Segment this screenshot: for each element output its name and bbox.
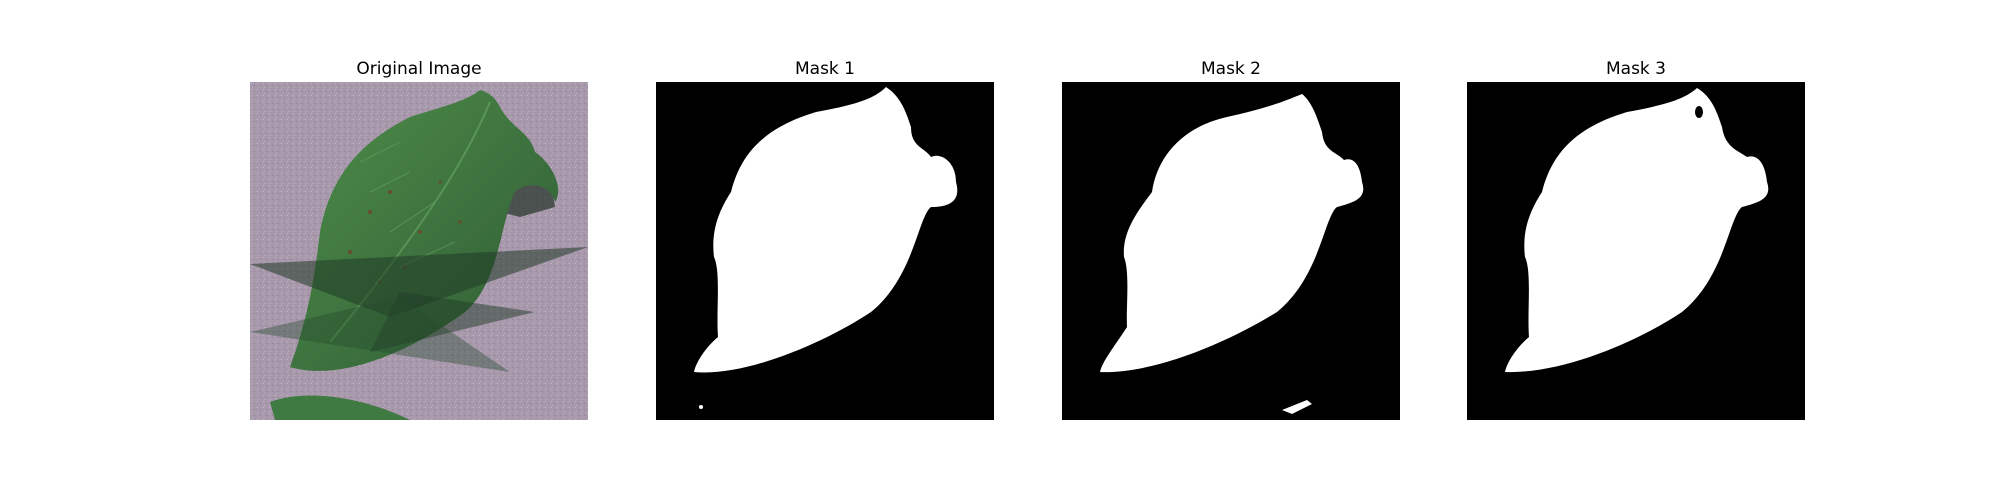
- panel-original-image: Original Image: [250, 58, 588, 420]
- mask-region: [1100, 94, 1364, 373]
- panel-mask-3: Mask 3: [1467, 58, 1805, 420]
- panel-mask-2: Mask 2: [1062, 58, 1400, 420]
- mask-3-image: [1467, 82, 1805, 420]
- mask-2-image: [1062, 82, 1400, 420]
- panel-mask-1: Mask 1: [656, 58, 994, 420]
- panel-title: Mask 1: [794, 59, 855, 79]
- mask-1-image: [656, 82, 994, 420]
- mask-region: [694, 87, 958, 373]
- mask-region: [1505, 88, 1769, 373]
- panel-title: Original Image: [356, 59, 482, 79]
- panel-title: Mask 3: [1605, 59, 1666, 79]
- panel-title: Mask 2: [1200, 59, 1261, 79]
- original-leaf-photo: [250, 82, 588, 420]
